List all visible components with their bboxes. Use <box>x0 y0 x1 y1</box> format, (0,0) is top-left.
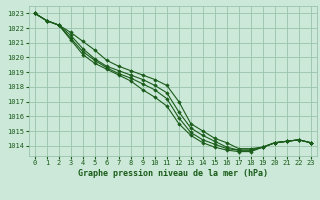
X-axis label: Graphe pression niveau de la mer (hPa): Graphe pression niveau de la mer (hPa) <box>78 169 268 178</box>
